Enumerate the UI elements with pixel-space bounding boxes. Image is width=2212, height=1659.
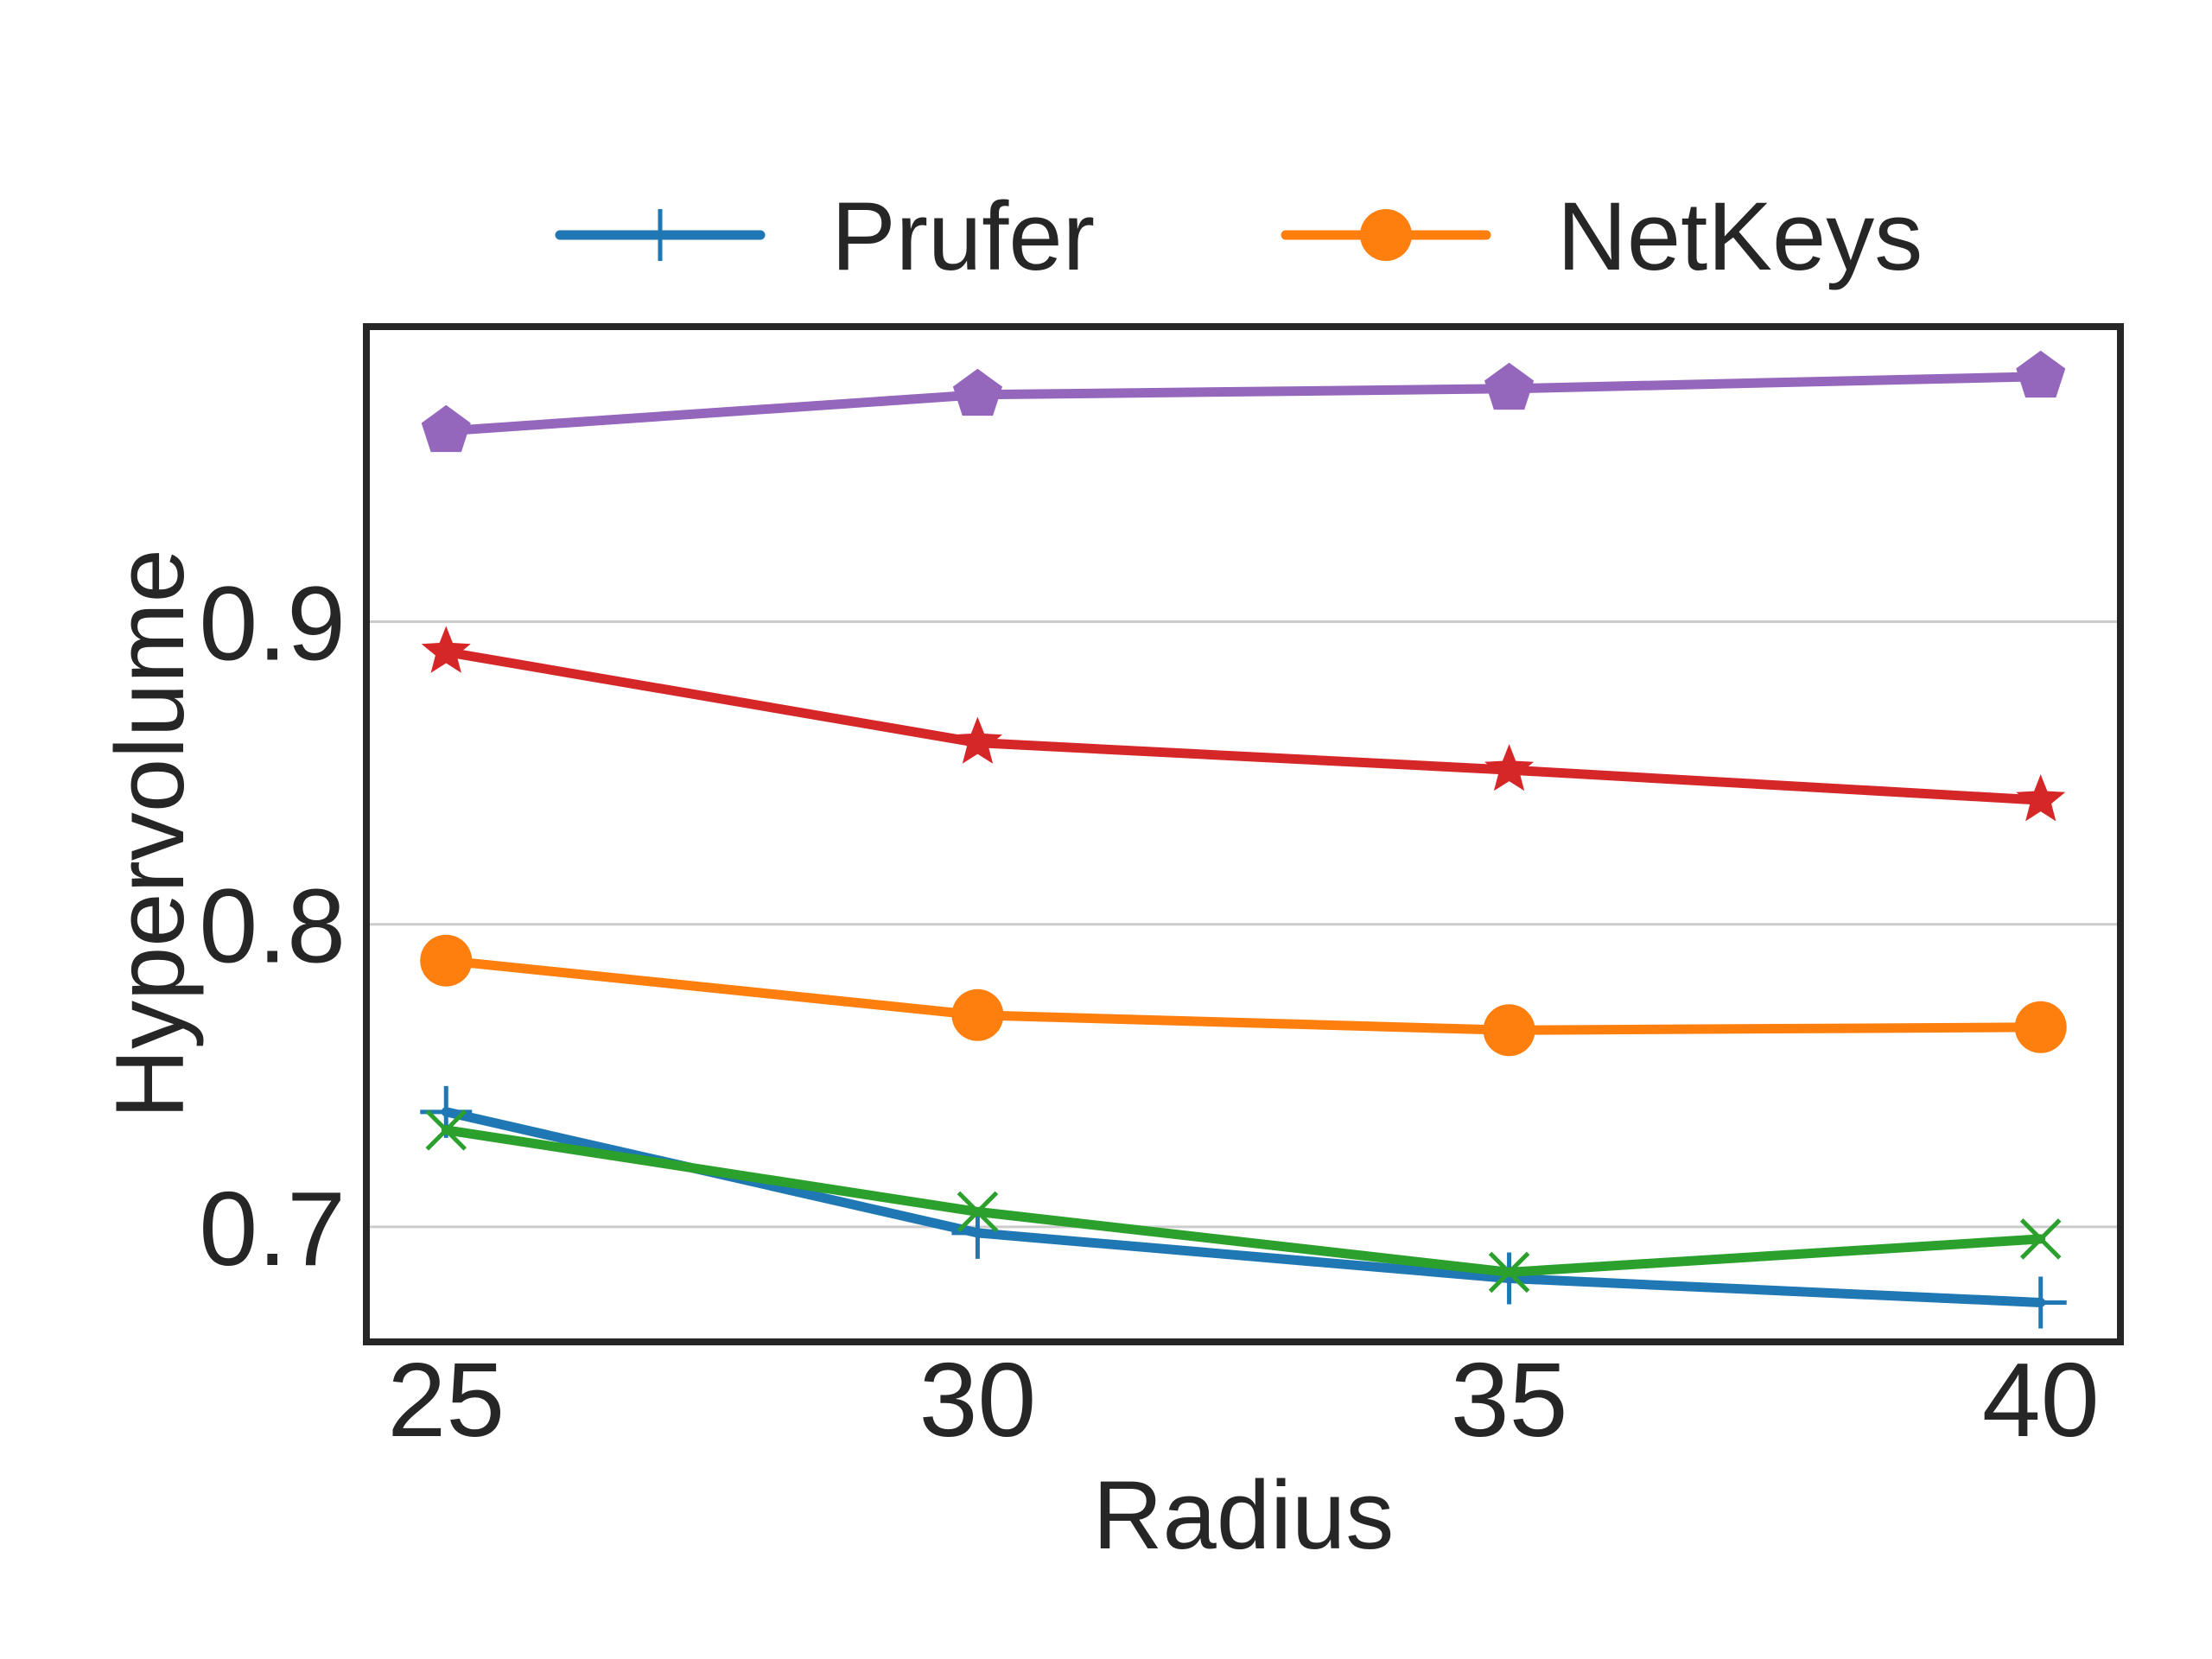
series-unnamed-3 — [421, 626, 2066, 822]
y-axis-label: Hypervolume — [96, 549, 204, 1119]
data-point-marker — [952, 716, 1002, 764]
x-tick-labels: 25 30 35 40 — [387, 1341, 2099, 1459]
data-point-marker — [1484, 744, 1535, 791]
x-tick-label: 35 — [1451, 1341, 1568, 1459]
data-point-marker — [421, 404, 471, 453]
series-netkeys — [420, 934, 2067, 1057]
data-point-marker — [1483, 1252, 1535, 1305]
x-tick-label: 40 — [1982, 1341, 2100, 1459]
legend-marker — [634, 209, 686, 261]
data-point-marker — [952, 368, 1002, 416]
y-tick-label: 0.8 — [199, 868, 346, 985]
x-axis-label: Radius — [1093, 1461, 1395, 1569]
y-tick-label: 0.9 — [199, 564, 346, 682]
legend-label: Prufer — [831, 182, 1095, 290]
data-point-marker — [420, 934, 473, 987]
data-point-marker — [1488, 1251, 1530, 1294]
data-point-marker — [421, 626, 471, 673]
series-line — [441, 372, 2046, 436]
data-point-marker — [1483, 1004, 1535, 1057]
data-point-marker — [2016, 774, 2066, 822]
series-line — [441, 956, 2046, 1035]
data-point-marker — [957, 1191, 999, 1233]
data-point-marker — [2016, 350, 2066, 398]
legend-item-netkeys: NetKeys — [1281, 182, 1923, 290]
data-point-marker — [2014, 1276, 2067, 1329]
series-line — [441, 647, 2046, 805]
series-unnamed-4 — [421, 350, 2066, 453]
grid-lines — [366, 620, 2120, 1229]
legend-item-prufer: Prufer — [555, 182, 1095, 290]
data-point-marker — [1484, 362, 1535, 410]
y-tick-labels: 0.7 0.8 0.9 — [199, 564, 346, 1287]
series-layer — [420, 350, 2067, 1329]
data-point-marker — [951, 988, 1004, 1041]
legend-label: NetKeys — [1557, 182, 1923, 290]
x-tick-label: 25 — [387, 1341, 505, 1459]
data-point-marker — [425, 1109, 467, 1151]
series-line — [441, 1125, 2046, 1277]
data-point-marker — [2014, 1001, 2067, 1053]
legend: Prufer NetKeys — [555, 182, 1923, 290]
y-tick-label: 0.7 — [199, 1170, 346, 1287]
legend-marker — [1360, 209, 1412, 261]
plot-frame — [363, 323, 2124, 1345]
data-point-marker — [2019, 1218, 2062, 1260]
series-unnamed-2 — [425, 1109, 2062, 1294]
x-tick-label: 30 — [919, 1341, 1037, 1459]
